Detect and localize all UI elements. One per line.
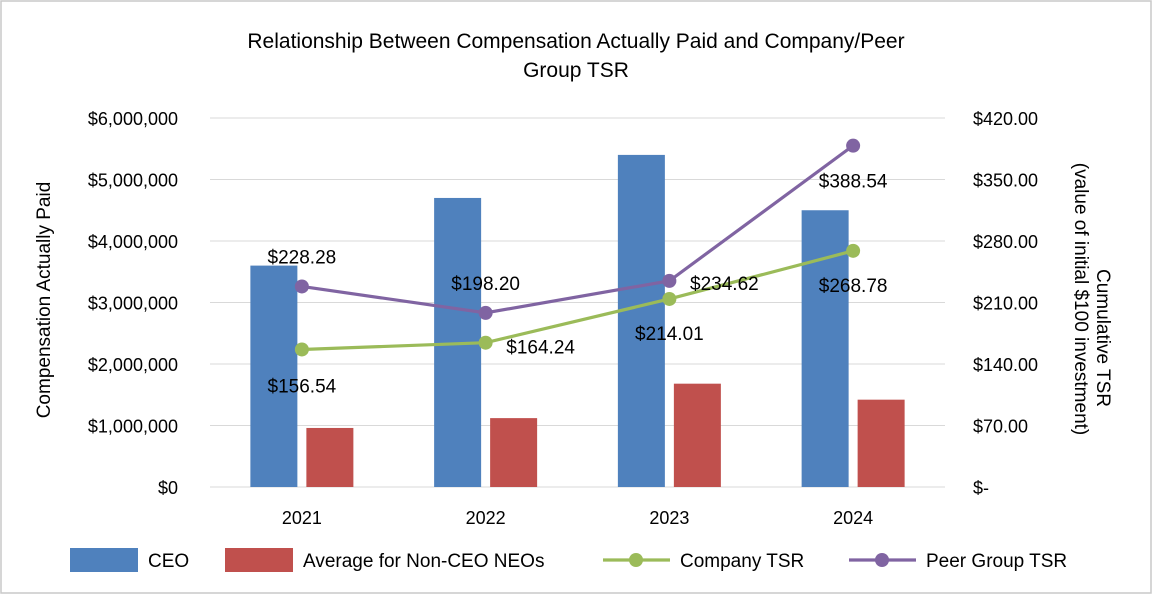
right-axis-tick-label: $70.00	[973, 417, 1028, 437]
left-axis-tick-label: $0	[158, 478, 178, 498]
data-label-peer-group-tsr: $234.62	[690, 274, 759, 295]
x-axis-tick-label: 2023	[649, 508, 689, 528]
x-axis-tick-label: 2024	[833, 508, 873, 528]
left-axis-tick-label: $2,000,000	[88, 355, 178, 375]
x-axis-tick-label: 2021	[282, 508, 322, 528]
data-label-peer-group-tsr: $198.20	[451, 274, 520, 295]
point-company-tsr	[294, 342, 309, 357]
bar-ceo-2024	[801, 210, 849, 487]
bar-series-group	[250, 154, 905, 487]
left-axis-tick-label: $1,000,000	[88, 417, 178, 437]
right-axis-tick-label: $-	[973, 478, 989, 498]
bar-non-ceo-neos-2021	[306, 427, 354, 487]
right-axis-tick-label: $350.00	[973, 171, 1038, 191]
data-label-peer-group-tsr: $388.54	[819, 172, 888, 193]
data-label-company-tsr: $164.24	[506, 338, 575, 359]
chart-title-line-2: Group TSR	[523, 59, 629, 82]
data-label-company-tsr: $268.78	[819, 276, 888, 297]
left-axis-tick-label: $6,000,000	[88, 109, 178, 129]
legend: CEO Average for Non-CEO NEOs Company TSR Pe…	[70, 548, 1067, 572]
bar-non-ceo-neos-2024	[857, 399, 905, 487]
right-axis-title-line-1: Cumulative TSR	[1092, 269, 1113, 407]
bar-ceo-2021	[250, 265, 298, 487]
legend-label-non-ceo-neos: Average for Non-CEO NEOs	[303, 551, 544, 572]
line-series-group	[294, 138, 861, 357]
right-axis-title-line-2: (value of initial $100 investment)	[1070, 163, 1091, 435]
data-label-company-tsr: $156.54	[268, 376, 337, 397]
point-company-tsr	[662, 291, 677, 306]
legend-marker-company-tsr	[629, 553, 643, 567]
left-axis-title: Compensation Actually Paid	[34, 182, 55, 419]
bar-ceo-2023	[617, 154, 665, 487]
right-axis-tick-label: $280.00	[973, 232, 1038, 252]
bar-non-ceo-neos-2023	[673, 383, 721, 487]
point-peer-group-tsr	[662, 273, 677, 288]
line-company-tsr	[301, 249, 854, 352]
right-axis-tick-label: $420.00	[973, 109, 1038, 129]
point-peer-group-tsr	[846, 138, 861, 153]
right-axis-tick-label: $140.00	[973, 355, 1038, 375]
legend-marker-peer-group-tsr	[875, 553, 889, 567]
legend-swatch-non-ceo-neos	[225, 548, 293, 572]
left-axis-tick-label: $5,000,000	[88, 171, 178, 191]
legend-label-ceo: CEO	[148, 551, 189, 572]
data-labels-group: $156.54 $164.24 $214.01 $268.78 $228.28 $198.…	[268, 172, 888, 398]
point-company-tsr	[846, 243, 861, 258]
axes-group: $0 $1,000,000 $2,000,000 $3,000,000 $4,000,0…	[34, 109, 1113, 528]
legend-swatch-ceo	[70, 548, 138, 572]
data-label-peer-group-tsr: $228.28	[268, 247, 337, 268]
right-axis-tick-label: $210.00	[973, 294, 1038, 314]
bar-non-ceo-neos-2022	[490, 418, 538, 487]
point-peer-group-tsr	[478, 305, 493, 320]
legend-label-company-tsr: Company TSR	[680, 551, 804, 572]
line-peer-group-tsr	[301, 144, 855, 315]
data-label-company-tsr: $214.01	[635, 324, 704, 345]
point-company-tsr	[478, 335, 493, 350]
left-axis-tick-label: $4,000,000	[88, 232, 178, 252]
point-peer-group-tsr	[294, 279, 309, 294]
x-axis-tick-label: 2022	[466, 508, 506, 528]
left-axis-tick-label: $3,000,000	[88, 294, 178, 314]
chart-title-line-1: Relationship Between Compensation Actual…	[247, 30, 904, 53]
legend-label-peer-group-tsr: Peer Group TSR	[926, 551, 1067, 572]
